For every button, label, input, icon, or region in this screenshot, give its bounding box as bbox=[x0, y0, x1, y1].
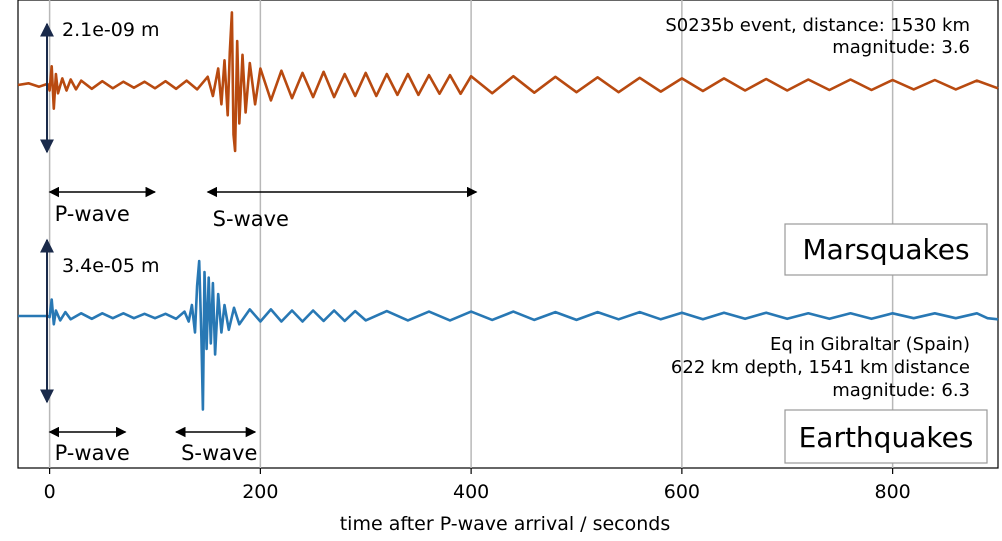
marsquake-waveform-line bbox=[17, 11, 999, 153]
earthquake-info-line-2: 622 km depth, 1541 km distance bbox=[671, 357, 970, 378]
x-tick-label: 600 bbox=[664, 481, 700, 503]
earthquake-p-wave-label: P-wave bbox=[55, 441, 130, 465]
x-tick-label: 400 bbox=[453, 481, 489, 503]
marsquake-info-line-2: magnitude: 3.6 bbox=[832, 37, 970, 58]
x-axis: 0 200 400 600 800 bbox=[44, 468, 911, 503]
x-tick-label: 200 bbox=[242, 481, 278, 503]
marsquake-trace-group bbox=[17, 11, 999, 153]
marsquake-info-line-1: S0235b event, distance: 1530 km bbox=[665, 15, 970, 36]
earthquakes-label-box bbox=[784, 409, 988, 464]
marsquake-s-wave-label: S-wave bbox=[213, 207, 289, 231]
marsquake-p-wave-label: P-wave bbox=[55, 202, 130, 226]
x-axis-label: time after P-wave arrival / seconds bbox=[340, 513, 671, 535]
earthquake-s-wave-label: S-wave bbox=[181, 441, 257, 465]
marsquake-scale-label: 2.1e-09 m bbox=[62, 19, 160, 41]
earthquakes-panel-label: Earthquakes bbox=[799, 421, 974, 454]
earthquake-info-line-3: magnitude: 6.3 bbox=[832, 380, 970, 401]
earthquake-waveform-line bbox=[18, 259, 999, 411]
x-tick-label: 0 bbox=[44, 481, 56, 503]
earthquake-info-line-1: Eq in Gibraltar (Spain) bbox=[770, 334, 970, 355]
marsquakes-panel-label: Marsquakes bbox=[802, 233, 969, 266]
x-tick-label: 800 bbox=[874, 481, 910, 503]
grid-lines bbox=[48, 0, 894, 468]
plot-frame bbox=[17, 0, 999, 469]
earthquake-trace-group bbox=[18, 259, 999, 411]
marsquakes-label-box bbox=[784, 223, 988, 276]
earthquake-scale-label: 3.4e-05 m bbox=[62, 255, 160, 277]
